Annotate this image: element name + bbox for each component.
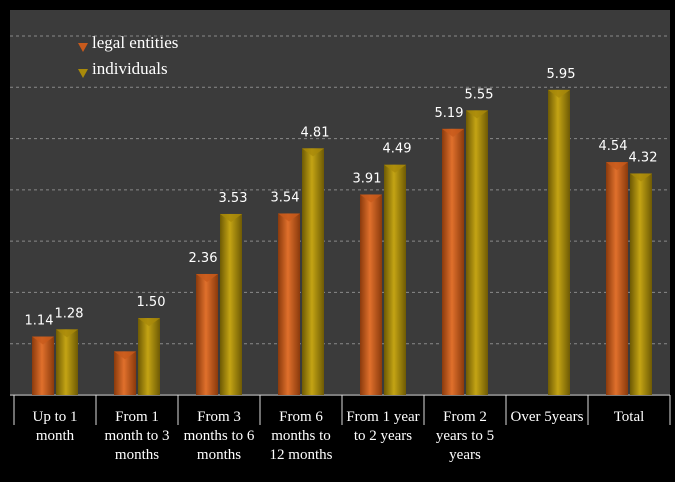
bar-cap: [384, 164, 406, 173]
bar-cap: [466, 110, 488, 119]
bar: [360, 194, 382, 395]
bar: [32, 336, 54, 395]
bar-cap: [442, 128, 464, 137]
x-tick-label: Total: [613, 409, 645, 425]
bar: [630, 173, 652, 395]
x-tick-label: From 1 year to 2 years: [346, 409, 420, 444]
bar: [278, 213, 300, 395]
bar-cap: [548, 89, 570, 98]
value-label: 3.91: [353, 171, 382, 186]
bar-cap: [32, 336, 54, 345]
value-label: 5.19: [435, 106, 464, 121]
bar-cap: [138, 318, 160, 327]
value-label: 5.95: [547, 67, 576, 82]
value-label: 5.55: [465, 87, 494, 102]
bar-cap: [56, 329, 78, 338]
bar: [196, 273, 218, 395]
bar: [384, 164, 406, 395]
value-label: 4.49: [383, 142, 412, 157]
x-tick-label: From 3 months to 6 months: [183, 409, 255, 463]
bar: [56, 329, 78, 395]
legend-label: legal entities: [92, 33, 178, 52]
bar-cap: [278, 213, 300, 222]
bar-cap: [196, 273, 218, 282]
bar: [442, 128, 464, 395]
bar: [220, 213, 242, 395]
value-label: 1.50: [137, 295, 166, 310]
value-label: 4.81: [301, 125, 330, 140]
bar: [548, 89, 570, 395]
x-tick-label: From 1 month to 3 months: [104, 409, 170, 463]
bar-cap: [302, 148, 324, 157]
value-label: 3.53: [219, 191, 248, 206]
x-tick-label: Up to 1 month: [32, 409, 78, 444]
value-label: 4.54: [599, 139, 628, 154]
bar: [138, 318, 160, 395]
bar: [302, 148, 324, 395]
value-label: 1.14: [25, 314, 54, 329]
value-label: 2.36: [189, 251, 218, 266]
bar: [606, 162, 628, 395]
bar: [466, 110, 488, 395]
value-label: 1.28: [55, 306, 84, 321]
legend-swatch: [78, 69, 88, 78]
bar: [114, 351, 136, 395]
bar-cap: [606, 162, 628, 171]
value-label: 4.32: [629, 150, 658, 165]
legend-label: individuals: [92, 59, 168, 78]
bar-cap: [360, 194, 382, 203]
bar-cap: [220, 213, 242, 222]
bar-cap: [114, 351, 136, 360]
value-label: 3.54: [271, 190, 300, 205]
x-tick-label: From 2 years to 5 years: [435, 409, 495, 463]
x-tick-label: From 6 months to 12 months: [269, 409, 333, 463]
bar-cap: [630, 173, 652, 182]
x-tick-label: Over 5years: [510, 409, 584, 425]
legend-swatch: [78, 43, 88, 52]
